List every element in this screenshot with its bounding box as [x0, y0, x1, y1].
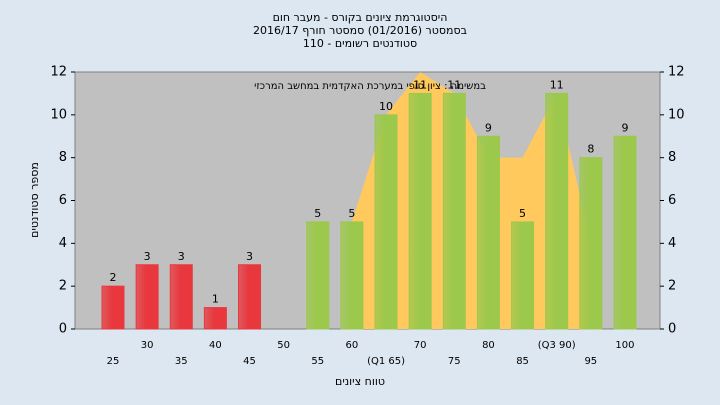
bar — [306, 221, 330, 330]
x-tick-label: 70 — [414, 340, 427, 351]
x-tick-label: 60 — [346, 340, 359, 351]
data-label: 3 — [144, 250, 151, 263]
x-axis-label: טווח ציונים — [335, 375, 385, 388]
data-label: 11 — [413, 78, 427, 91]
x-tick-label: 25 — [107, 356, 120, 367]
x-tick-label: 75 — [448, 356, 461, 367]
x-tick-label: 35 — [175, 356, 188, 367]
y-tick-label: 8 — [59, 150, 67, 165]
y-tick-label: 2 — [59, 279, 67, 294]
bar — [579, 157, 603, 330]
data-label: 3 — [178, 250, 185, 263]
data-label: 8 — [587, 143, 594, 156]
bar — [476, 135, 500, 330]
data-label: 5 — [314, 207, 321, 220]
bar — [545, 92, 569, 330]
data-label: 9 — [621, 121, 628, 134]
data-label: 11 — [447, 78, 461, 91]
bar — [203, 307, 227, 330]
x-tick-label: (Q3 90) — [538, 340, 576, 351]
x-tick-label: 85 — [516, 356, 529, 367]
y-tick-label: 0 — [668, 322, 676, 337]
bar — [169, 264, 193, 330]
y-tick-label: 6 — [668, 193, 676, 208]
annotation: במשימה : ציון סופי במערכת האקדמית במחשב … — [254, 81, 486, 92]
x-tick-label: 55 — [311, 356, 324, 367]
data-label: 5 — [348, 207, 355, 220]
bar — [511, 221, 535, 330]
y-tick-label: 4 — [668, 236, 676, 251]
bar — [340, 221, 364, 330]
x-tick-label: 30 — [141, 340, 154, 351]
data-label: 1 — [212, 293, 219, 306]
data-label: 5 — [519, 207, 526, 220]
x-tick-label: 100 — [615, 340, 634, 351]
y-tick-label: 12 — [668, 65, 685, 80]
x-tick-label: 95 — [584, 356, 597, 367]
bar — [613, 135, 637, 330]
y-axis-label: מספר סטודנטים — [28, 162, 41, 238]
y-tick-label: 0 — [59, 322, 67, 337]
data-label: 3 — [246, 250, 253, 263]
bar — [374, 114, 398, 330]
chart-title: היסטוגרמת ציונים בקורס - מעבר חום — [273, 11, 448, 24]
y-tick-label: 12 — [50, 65, 67, 80]
y-tick-label: 10 — [50, 107, 67, 122]
data-label: 2 — [110, 271, 117, 284]
y-tick-label: 4 — [59, 236, 67, 251]
y-tick-label: 6 — [59, 193, 67, 208]
bar — [408, 92, 432, 330]
bar — [238, 264, 262, 330]
bar — [135, 264, 159, 330]
x-tick-label: 40 — [209, 340, 222, 351]
data-label: 9 — [485, 121, 492, 134]
data-label: 11 — [550, 78, 564, 91]
bar — [442, 92, 466, 330]
x-tick-label: 80 — [482, 340, 495, 351]
x-tick-label: 45 — [243, 356, 256, 367]
x-tick-label: (Q1 65) — [367, 356, 405, 367]
x-tick-label: 50 — [277, 340, 290, 351]
data-label: 10 — [379, 100, 393, 113]
chart-subtitle: בסמסטר (01/2016) סמסטר חורף 2016/17 — [253, 24, 467, 37]
y-tick-label: 10 — [668, 107, 685, 122]
bar — [101, 285, 125, 330]
y-tick-label: 2 — [668, 279, 676, 294]
chart-subtitle: 110 - סטודנטים רשומים — [303, 37, 417, 50]
y-tick-label: 8 — [668, 150, 676, 165]
